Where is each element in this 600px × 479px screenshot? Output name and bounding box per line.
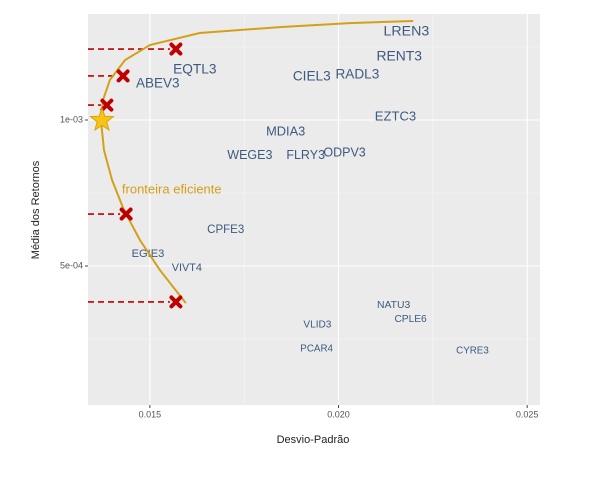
stock-label: PCAR4 (300, 344, 333, 355)
stock-label: CPFE3 (207, 224, 244, 236)
stock-label: WEGE3 (227, 148, 272, 162)
portfolio-marker (119, 207, 133, 221)
stock-label: NATU3 (377, 300, 411, 311)
plot-panel (88, 14, 540, 405)
stock-label: CYRE3 (456, 346, 489, 357)
stock-label: VIVT4 (172, 262, 202, 274)
x-tick-label: 0.025 (516, 409, 539, 419)
stock-label: FLRY3 (286, 148, 325, 162)
x-axis-title: Desvio-Padrão (277, 434, 350, 446)
min-variance-star (89, 106, 115, 132)
stock-label: VLID3 (303, 320, 331, 331)
y-tick-label: 1e-03 (60, 114, 83, 124)
frontier-label: fronteira eficiente (122, 181, 222, 196)
stock-label: CPLE6 (394, 314, 427, 325)
y-axis-title: Média dos Retornos (30, 160, 42, 259)
portfolio-marker (169, 42, 183, 56)
stock-label: EZTC3 (375, 109, 416, 124)
stock-label: ODPV3 (323, 145, 365, 159)
x-tick-label: 0.015 (139, 409, 162, 419)
y-tick-label: 5e-04 (60, 260, 83, 270)
portfolio-marker (100, 98, 114, 112)
portfolio-marker (116, 69, 130, 83)
stock-label: MDIA3 (266, 123, 305, 138)
portfolio-marker (169, 295, 183, 309)
stock-label: RADL3 (335, 67, 379, 82)
stock-label: ABEV3 (136, 76, 180, 91)
stock-label: LREN3 (384, 24, 430, 40)
stock-label: CIEL3 (293, 69, 331, 84)
x-tick-label: 0.020 (327, 409, 350, 419)
stock-label: RENT3 (376, 48, 422, 64)
stock-label: EQTL3 (173, 62, 217, 77)
